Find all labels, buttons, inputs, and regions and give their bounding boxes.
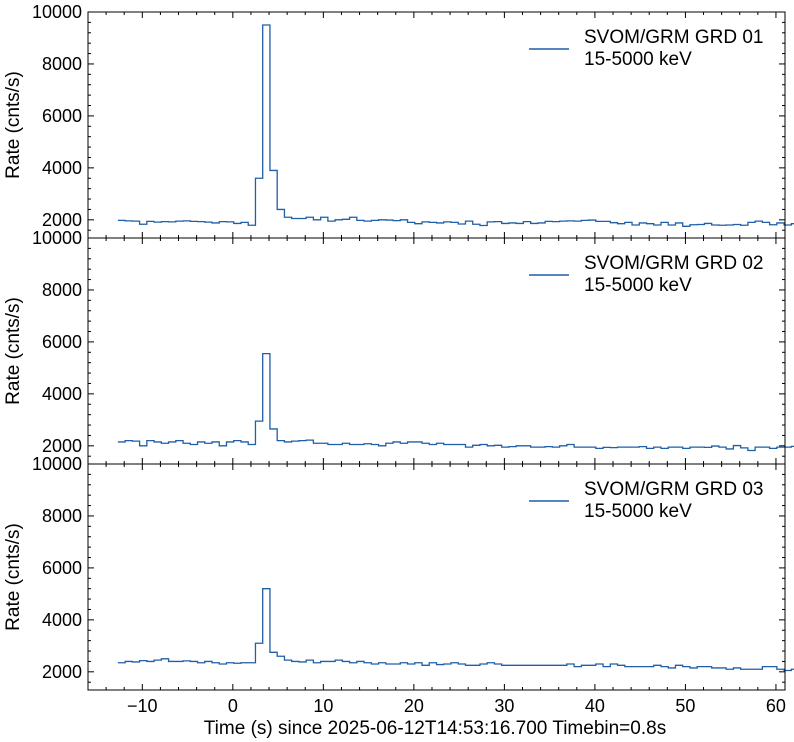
x-tick-label: 10 (313, 696, 333, 716)
panels-layer: 2000 4000 6000 8000 10000 Rate (cnts/s) SVOM/G… (3, 2, 794, 691)
y-tick-label: 10000 (32, 454, 82, 474)
y-tick-label: 6000 (42, 332, 82, 352)
legend-sublabel: 15-5000 keV (584, 49, 692, 70)
y-tick-label: 6000 (42, 558, 82, 578)
panel-frame (87, 463, 786, 691)
y-tick-label: 4000 (42, 158, 82, 178)
y-tick-label: 10000 (32, 2, 82, 22)
x-tick-label: −10 (127, 696, 158, 716)
y-tick-label: 6000 (42, 106, 82, 126)
y-tick-label: 8000 (42, 280, 82, 300)
panel-2: 2000 4000 6000 8000 10000 Rate (cnts/s) SVOM/G… (3, 228, 794, 465)
y-tick-label: 2000 (42, 210, 82, 230)
series-line (117, 352, 794, 452)
series-line (117, 588, 794, 672)
legend-label: SVOM/GRM GRD 02 (584, 253, 763, 274)
y-tick-label: 8000 (42, 506, 82, 526)
y-tick-label: 4000 (42, 610, 82, 630)
legend-label: SVOM/GRM GRD 03 (584, 479, 763, 500)
x-tick-label: 0 (228, 696, 238, 716)
y-tick-label: 2000 (42, 436, 82, 456)
panel-3: 2000 4000 6000 8000 10000 Rate (cnts/s) SVOM/G… (3, 454, 794, 691)
y-tick-label: 8000 (42, 54, 82, 74)
y-tick-label: 2000 (42, 662, 82, 682)
y-axis-label: Rate (cnts/s) (3, 523, 24, 631)
y-axis-label: Rate (cnts/s) (3, 71, 24, 179)
legend-sublabel: 15-5000 keV (584, 275, 692, 296)
x-axis-label: Time (s) since 2025-06-12T14:53:16.700 T… (204, 718, 666, 739)
y-tick-label: 4000 (42, 384, 82, 404)
legend-sublabel: 15-5000 keV (584, 501, 692, 522)
legend-label: SVOM/GRM GRD 01 (584, 27, 763, 48)
y-axis-label: Rate (cnts/s) (3, 297, 24, 405)
series-line (117, 24, 794, 227)
x-tick-label: 40 (585, 696, 605, 716)
x-tick-label: 60 (766, 696, 786, 716)
panel-1: 2000 4000 6000 8000 10000 Rate (cnts/s) SVOM/G… (3, 2, 794, 239)
x-tick-label: 50 (675, 696, 695, 716)
x-tick-labels: −10 0 10 20 30 40 50 60 (127, 696, 786, 716)
y-tick-label: 10000 (32, 228, 82, 248)
x-tick-label: 30 (494, 696, 514, 716)
x-tick-label: 20 (404, 696, 424, 716)
